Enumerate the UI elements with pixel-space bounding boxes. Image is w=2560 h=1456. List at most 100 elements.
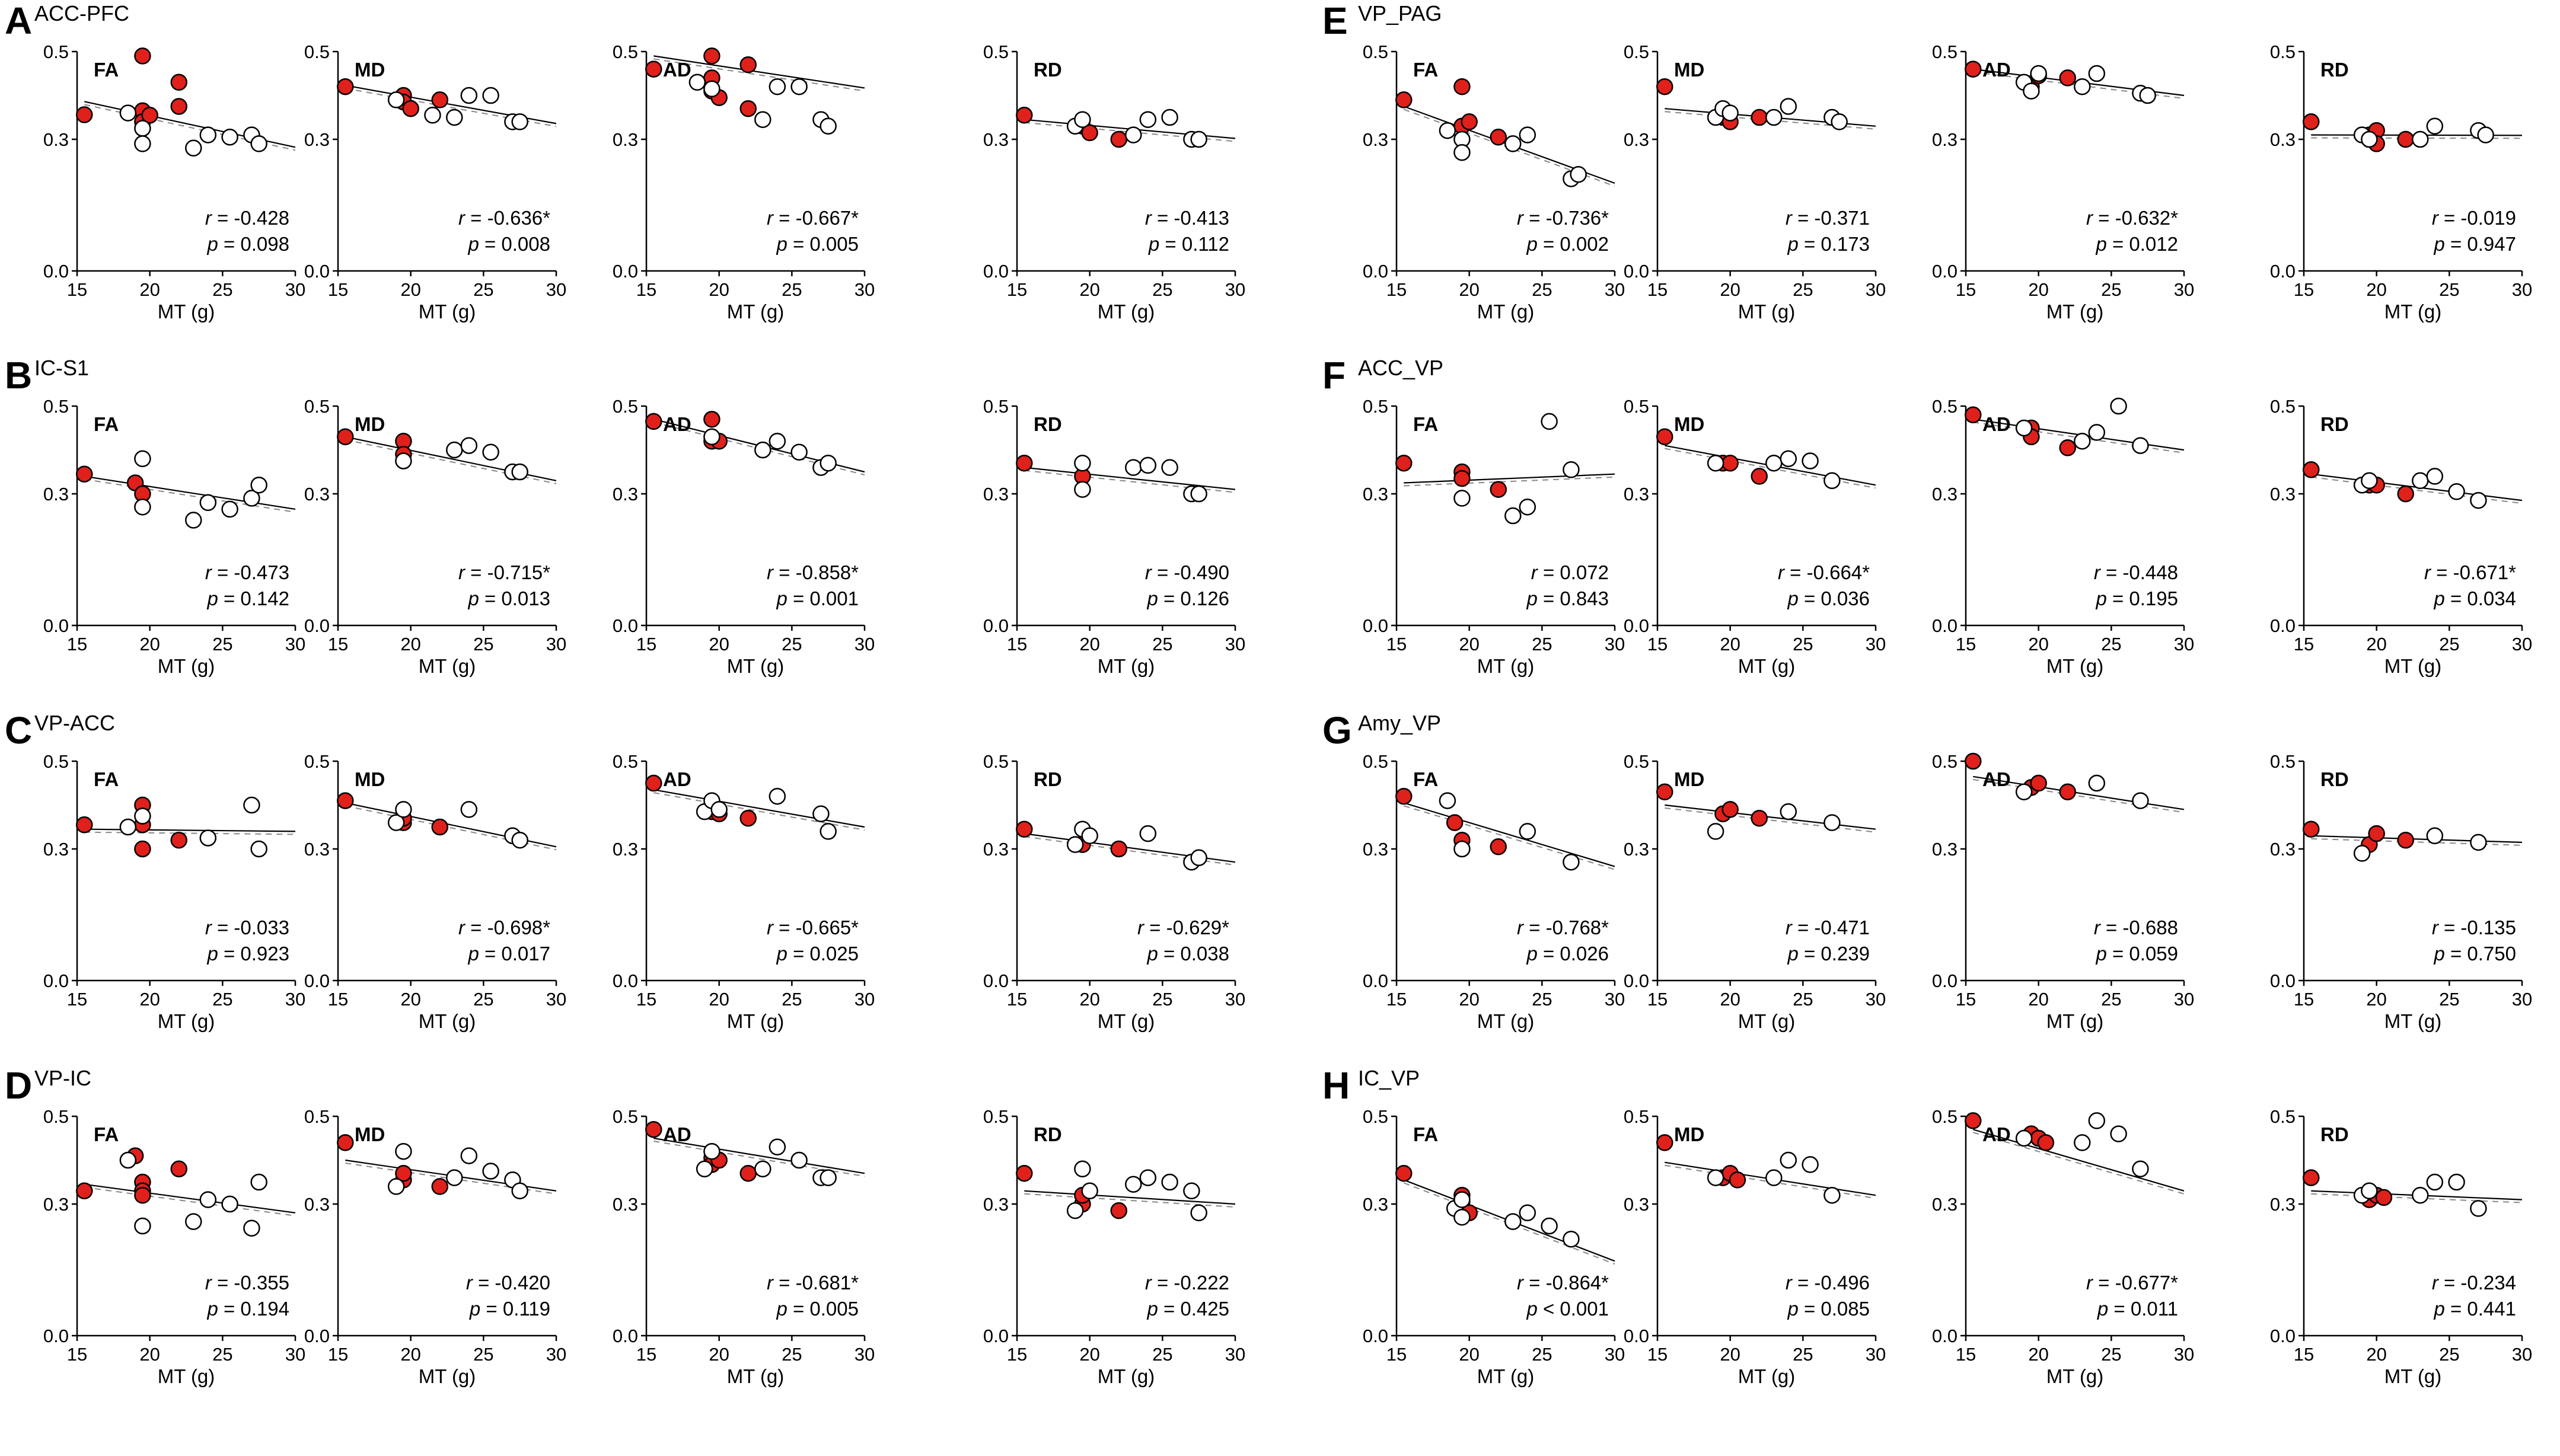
p-value-number: 0.013 [501, 587, 550, 609]
metric-label: AD [1982, 59, 2011, 81]
data-point-open [2088, 424, 2106, 441]
metric-label: FA [94, 413, 119, 435]
x-tick-label: 30 [285, 279, 305, 300]
y-tick-label: 0.0 [1932, 1326, 1958, 1346]
data-point-open [1519, 823, 1536, 840]
x-tick-label: 25 [782, 1344, 802, 1365]
y-tick-label: 0.0 [1932, 261, 1958, 282]
data-point-open [820, 823, 837, 840]
p-value-number: 0.034 [2467, 587, 2516, 609]
data-point-filled [2303, 461, 2320, 478]
x-axis-label: MT (g) [158, 655, 215, 677]
r-value: r = -0.629* [1137, 917, 1229, 938]
data-point-filled [2030, 774, 2047, 792]
x-tick-label: 30 [1866, 989, 1886, 1010]
data-point-open [1780, 1151, 1797, 1169]
p-value: p = 0.750 [2433, 943, 2516, 965]
x-tick-label: 25 [1793, 1344, 1813, 1365]
y-tick-label: 0.5 [304, 1106, 330, 1127]
x-tick-label: 25 [2439, 1344, 2459, 1365]
metric-label: AD [663, 768, 691, 790]
p-value: p = 0.005 [776, 1298, 859, 1320]
data-point-open [2015, 419, 2033, 437]
data-point-open [1802, 452, 1819, 470]
x-tick-label: 20 [709, 279, 729, 300]
data-point-filled [1110, 1202, 1127, 1219]
p-value: p = 0.194 [206, 1298, 289, 1320]
data-point-open [696, 1160, 713, 1178]
metric-label: MD [355, 768, 385, 790]
x-axis-label: MT (g) [1738, 1010, 1796, 1032]
data-point-filled [1453, 470, 1471, 487]
data-point-open [1453, 143, 1471, 161]
y-tick-label: 0.3 [1624, 839, 1649, 860]
y-tick-label: 0.5 [43, 1106, 69, 1127]
regression-line-dashed [84, 1186, 296, 1216]
data-point-filled [739, 1164, 757, 1182]
x-axis-label: MT (g) [2384, 655, 2442, 677]
data-point-open [1074, 1160, 1091, 1178]
regression-line [2311, 835, 2523, 843]
data-point-open [2110, 397, 2127, 415]
data-point-filled [76, 106, 93, 123]
data-point-open [1074, 111, 1091, 128]
data-point-open [2361, 472, 2378, 490]
regression-line-dashed [653, 58, 865, 92]
p-value: p = 0.036 [1787, 587, 1870, 609]
r-value: r = -0.688 [2094, 917, 2178, 938]
data-point-open [511, 1182, 528, 1200]
data-point-open [769, 432, 786, 450]
metric-label: MD [1674, 413, 1704, 435]
y-tick-label: 0.5 [304, 751, 330, 772]
y-tick-label: 0.0 [1624, 615, 1649, 636]
data-point-filled [1656, 78, 1673, 95]
p-value-number: 0.173 [1821, 233, 1870, 255]
r-value-number: 0.072 [1560, 561, 1609, 583]
y-tick-label: 0.0 [1363, 261, 1388, 282]
y-tick-label: 0.0 [1363, 615, 1388, 636]
data-point-open [2361, 1182, 2378, 1200]
data-point-open [1765, 454, 1783, 472]
r-value: r = -0.448 [2094, 561, 2178, 583]
data-point-filled [170, 98, 187, 115]
data-point-open [1563, 1230, 1580, 1248]
data-point-open [2448, 483, 2465, 500]
p-value: p = 0.038 [1146, 943, 1229, 965]
data-point-open [1139, 1169, 1157, 1186]
p-value: p = 0.025 [776, 943, 859, 965]
data-point-open [1563, 461, 1580, 478]
y-tick-label: 0.3 [1624, 129, 1649, 150]
y-tick-label: 0.3 [2270, 839, 2296, 860]
r-value: r = -0.135 [2432, 917, 2516, 938]
x-tick-label: 15 [1386, 279, 1407, 300]
data-point-filled [134, 47, 151, 65]
data-point-open [134, 807, 151, 825]
panel-letter-e: E [1322, 0, 1348, 42]
r-value: r = -0.473 [205, 561, 289, 583]
data-point-open [250, 840, 267, 858]
data-point-open [2132, 1160, 2149, 1178]
data-point-open [1707, 454, 1724, 472]
y-tick-label: 0.3 [304, 1194, 330, 1215]
regression-line [1973, 775, 2185, 810]
data-point-open [482, 87, 499, 104]
data-point-open [395, 452, 412, 470]
x-tick-label: 25 [1532, 634, 1552, 654]
x-tick-label: 25 [1152, 279, 1172, 300]
p-value: p = 0.013 [467, 587, 550, 609]
data-point-filled [1965, 752, 1982, 770]
p-value-number: 0.005 [809, 1298, 859, 1320]
r-value-number: -0.496 [1814, 1272, 1870, 1294]
y-tick-label: 0.5 [304, 41, 330, 62]
x-axis-label: MT (g) [727, 1365, 785, 1387]
data-point-open [1453, 490, 1471, 507]
data-point-filled [2037, 1134, 2055, 1151]
x-axis-label: MT (g) [419, 1365, 476, 1387]
data-point-filled [76, 816, 93, 834]
regression-line [1403, 802, 1615, 867]
y-tick-label: 0.5 [613, 751, 638, 772]
x-tick-label: 30 [546, 279, 566, 300]
x-tick-label: 20 [400, 989, 420, 1010]
regression-line [1404, 473, 1615, 484]
x-tick-label: 20 [1459, 279, 1479, 300]
